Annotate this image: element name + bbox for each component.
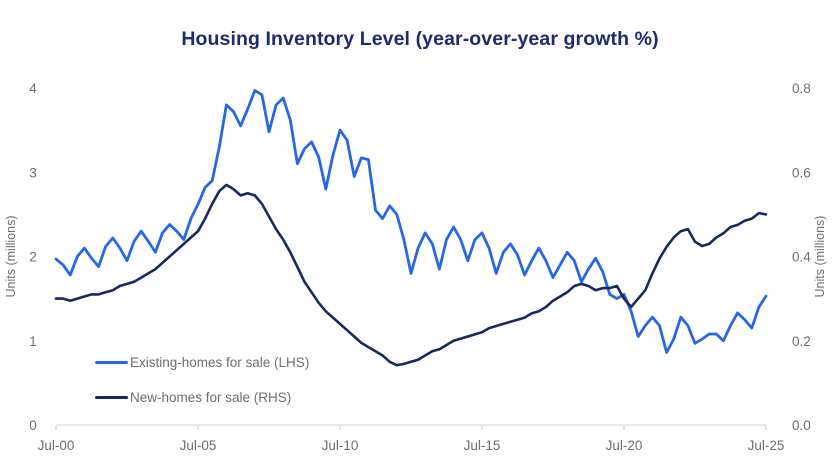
left-axis-tick-label: 4: [29, 81, 37, 96]
left-axis-tick-label: 0: [29, 418, 37, 433]
x-axis-tick-label: Jul-15: [464, 438, 501, 453]
right-axis-tick-label: 0.2: [792, 334, 811, 349]
x-axis-tick-label: Jul-25: [748, 438, 785, 453]
chart-legend: Existing-homes for sale (LHS) New-homes …: [95, 354, 309, 405]
left-axis-tick-label: 1: [29, 334, 37, 349]
right-axis-tick-label: 0.4: [792, 250, 811, 265]
new-homes-line-swatch: [95, 395, 128, 399]
right-axis-tick-label: 0.6: [792, 165, 811, 180]
legend-item-existing-homes: Existing-homes for sale (LHS): [95, 354, 309, 370]
left-axis-title: Units (millions): [4, 216, 18, 298]
x-axis-tick-label: Jul-05: [180, 438, 217, 453]
legend-label-existing-homes: Existing-homes for sale (LHS): [130, 354, 310, 370]
left-axis-tick-label: 3: [29, 165, 37, 180]
right-axis-tick-label: 0.8: [792, 81, 811, 96]
left-axis-tick-label: 2: [29, 250, 37, 265]
new-homes-line: [54, 183, 768, 367]
legend-label-new-homes: New-homes for sale (RHS): [130, 389, 292, 405]
existing-homes-line: [54, 89, 768, 354]
legend-item-new-homes: New-homes for sale (RHS): [95, 389, 309, 405]
x-axis-tick-label: Jul-20: [606, 438, 643, 453]
existing-homes-line-swatch: [95, 360, 128, 364]
right-axis-title: Units (millions): [813, 216, 827, 298]
x-axis-tick-label: Jul-00: [38, 438, 75, 453]
chart-title: Housing Inventory Level (year-over-year …: [181, 28, 659, 50]
right-axis-tick-label: 0.0: [792, 418, 811, 433]
x-axis-tick-label: Jul-10: [322, 438, 359, 453]
